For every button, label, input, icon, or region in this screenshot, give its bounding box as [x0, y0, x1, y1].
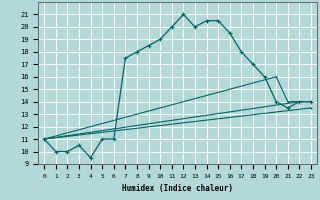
X-axis label: Humidex (Indice chaleur): Humidex (Indice chaleur)	[122, 184, 233, 193]
